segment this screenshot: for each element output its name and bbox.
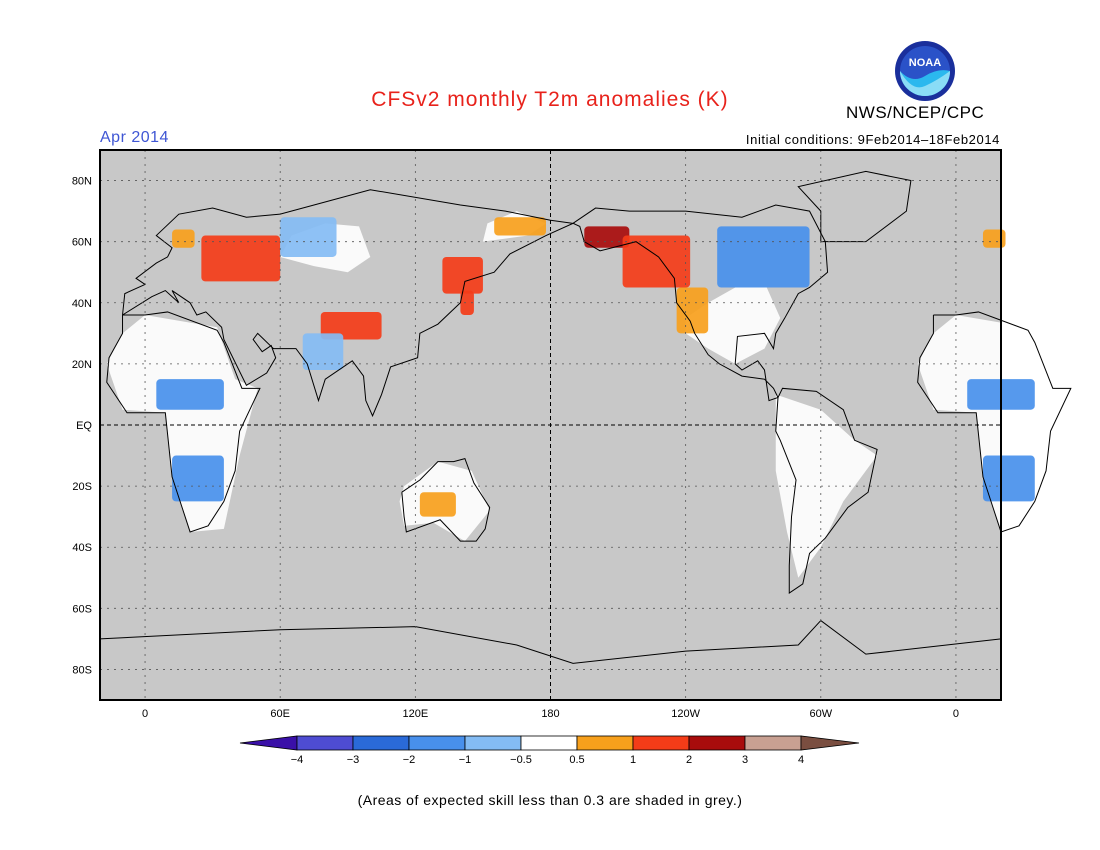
lon-label: 120W <box>671 708 700 720</box>
forecast-period: Apr 2014 <box>100 129 169 146</box>
coastline <box>917 311 1072 533</box>
colorbar-arrow-high <box>800 735 860 751</box>
lat-label: 20S <box>72 481 92 493</box>
lon-label: 120E <box>402 708 428 720</box>
near-normal-area <box>775 394 878 578</box>
anomaly-patch <box>302 333 344 370</box>
anomaly-patch <box>676 287 709 334</box>
noaa-logo: NOAA <box>894 40 956 102</box>
colorbar-tick-label: −4 <box>291 754 304 766</box>
anomaly-patch <box>156 379 224 410</box>
lat-label: 40S <box>72 542 92 554</box>
anomaly-patch <box>201 235 281 282</box>
org-label: NWS/NCEP/CPC <box>846 103 985 122</box>
lon-label: 0 <box>142 708 148 720</box>
lat-label: 80N <box>72 176 92 188</box>
lat-label: EQ <box>76 420 92 432</box>
colorbar-tick-label: −2 <box>403 754 416 766</box>
colorbar-tick-label: −3 <box>347 754 360 766</box>
coastline <box>106 311 261 533</box>
anomaly-patch <box>419 492 456 517</box>
coastline <box>401 458 491 542</box>
lat-label: 80S <box>72 664 92 676</box>
lon-label: 180 <box>541 708 559 720</box>
colorbar-tick-label: 1 <box>630 754 636 766</box>
near-normal-area <box>685 287 781 364</box>
lat-label: 20N <box>72 359 92 371</box>
colorbar-arrow-low <box>239 735 298 751</box>
coastline <box>122 189 575 418</box>
anomaly-patch <box>320 311 382 340</box>
initial-conditions: Initial conditions: 9Feb2014–18Feb2014 <box>745 132 1000 147</box>
anomaly-patch <box>460 290 474 315</box>
colorbar-swatch <box>744 735 802 751</box>
lon-label: 60W <box>809 708 832 720</box>
anomaly-patch <box>622 235 691 288</box>
coastline <box>797 170 912 243</box>
anomaly-patch <box>584 226 630 248</box>
colorbar-tick-label: −1 <box>459 754 472 766</box>
lat-label: 60S <box>72 603 92 615</box>
lon-label: 60E <box>270 708 290 720</box>
lat-label: 40N <box>72 298 92 310</box>
lon-label: 0 <box>953 708 959 720</box>
colorbar-swatch <box>576 735 634 751</box>
coastline <box>99 619 1002 664</box>
colorbar-swatch <box>632 735 690 751</box>
colorbar-tick-label: 0.5 <box>569 754 584 766</box>
colorbar-swatch <box>352 735 410 751</box>
logo-text: NOAA <box>909 57 941 69</box>
colorbar-tick-label: 3 <box>742 754 748 766</box>
anomaly-patch <box>442 256 483 294</box>
colorbar-swatch <box>408 735 466 751</box>
colorbar-tick-label: −0.5 <box>510 754 532 766</box>
anomaly-patch <box>982 229 1006 248</box>
anomaly-patch <box>172 455 224 502</box>
colorbar-swatch <box>688 735 746 751</box>
anomaly-patch <box>494 217 546 236</box>
colorbar-swatch <box>464 735 522 751</box>
colorbar-swatch <box>520 735 578 751</box>
anomaly-patch <box>982 455 1035 502</box>
skill-footnote: (Areas of expected skill less than 0.3 a… <box>357 792 743 808</box>
colorbar-swatch <box>296 735 354 751</box>
map-title: CFSv2 monthly T2m anomalies (K) <box>371 88 729 111</box>
coastline <box>775 387 878 594</box>
anomaly-patch <box>172 229 195 248</box>
anomaly-patch <box>280 217 337 257</box>
colorbar-tick-label: 4 <box>798 754 804 766</box>
coastline <box>572 204 829 402</box>
lat-label: 60N <box>72 237 92 249</box>
map-frame <box>99 149 1002 701</box>
colorbar-tick-label: 2 <box>686 754 692 766</box>
